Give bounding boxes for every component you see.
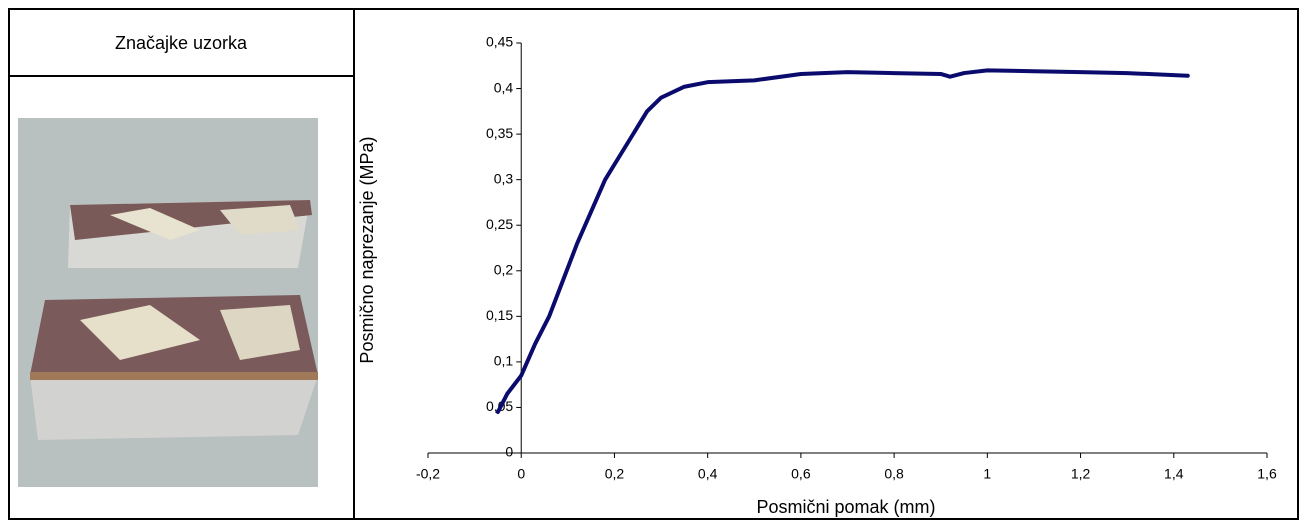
data-line [495, 68, 1190, 414]
x-tick-label: 1,4 [1164, 466, 1184, 482]
table-border [8, 8, 1299, 520]
y-tick-label: 0,15 [486, 307, 513, 323]
x-tick-label: 0,6 [791, 466, 811, 482]
y-tick-label: 0,45 [486, 34, 513, 50]
x-tick-label: 0,4 [698, 466, 718, 482]
x-tick-label: 0 [517, 466, 525, 482]
x-tick-label: 1,6 [1257, 466, 1277, 482]
x-tick-label: 0,8 [884, 466, 904, 482]
x-tick-label: 1 [983, 466, 991, 482]
x-tick-label: -0,2 [416, 466, 440, 482]
y-tick-label: 0,25 [486, 216, 513, 232]
y-tick-label: 0,2 [494, 261, 514, 277]
x-tick-label: 0,2 [605, 466, 625, 482]
sample-photo [18, 118, 318, 487]
y-tick-label: 0,1 [494, 353, 514, 369]
header-title: Značajke uzorka [115, 33, 248, 53]
y-tick-label: 0,35 [486, 125, 513, 141]
x-axis-title: Posmični pomak (mm) [756, 497, 935, 517]
y-tick-label: 0,4 [494, 79, 514, 95]
y-tick-label: 0,3 [494, 170, 514, 186]
y-axis-title: Posmično naprezanje (MPa) [357, 136, 377, 363]
y-tick-label: 0 [505, 444, 513, 460]
x-tick-label: 1,2 [1071, 466, 1091, 482]
